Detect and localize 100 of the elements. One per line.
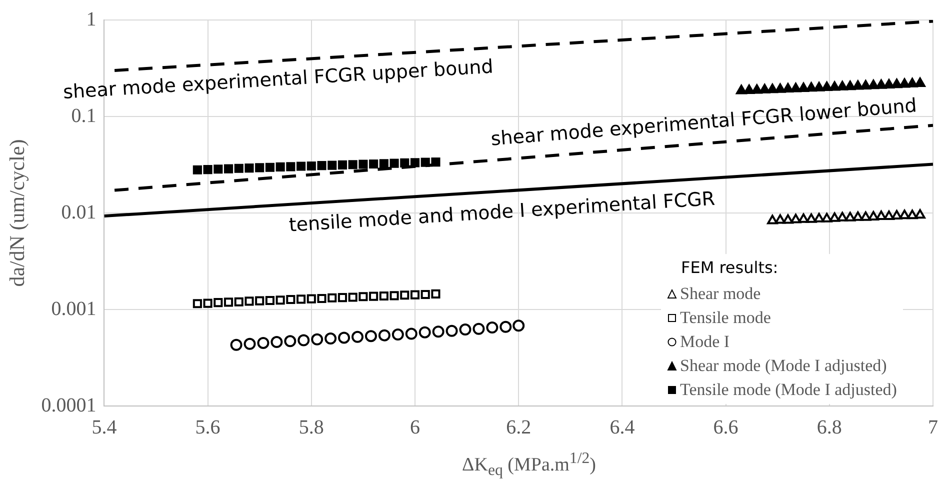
- point: [906, 78, 918, 88]
- point: [752, 84, 762, 94]
- point: [420, 290, 430, 300]
- point: [806, 82, 817, 92]
- x-tick-label: 7: [928, 416, 938, 438]
- point: [392, 328, 404, 341]
- legend-label: Mode I: [680, 331, 730, 353]
- point: [214, 164, 223, 174]
- point: [296, 162, 306, 171]
- legend-label: Tensile mode (Mode I adjusted): [680, 379, 897, 401]
- point: [472, 322, 485, 335]
- point: [844, 80, 856, 90]
- point: [192, 299, 202, 308]
- point: [286, 162, 296, 172]
- y-axis-title: da/dN (um/cycle): [5, 139, 30, 287]
- x-axis-title: ΔK$_{eq}$ (MPa.m$^{1/2}$): [461, 450, 597, 480]
- point: [736, 84, 747, 94]
- point: [432, 326, 444, 338]
- point: [255, 296, 264, 306]
- point: [876, 210, 887, 220]
- point: [257, 336, 270, 349]
- point: [224, 298, 234, 307]
- point: [446, 324, 458, 337]
- x-tick-label: 5.4: [92, 416, 117, 438]
- point: [767, 214, 778, 224]
- x-tick-label: 6.6: [713, 416, 738, 438]
- point: [821, 212, 832, 222]
- point: [906, 210, 918, 220]
- point: [821, 81, 832, 91]
- legend-title: FEM results:: [681, 257, 780, 279]
- point: [328, 160, 337, 170]
- point: [390, 291, 399, 300]
- point: [364, 330, 377, 342]
- point: [782, 82, 794, 92]
- point: [338, 332, 350, 344]
- point: [500, 320, 512, 333]
- point: [224, 164, 234, 174]
- point: [774, 214, 786, 224]
- point: [284, 335, 296, 348]
- point: [410, 290, 420, 300]
- point: [798, 213, 809, 223]
- x-tick-label: 6.4: [610, 416, 635, 438]
- point: [774, 83, 786, 93]
- point: [767, 84, 778, 94]
- point: [234, 297, 244, 306]
- point: [860, 80, 871, 90]
- point: [431, 289, 440, 298]
- point: [899, 210, 910, 220]
- point: [759, 84, 770, 94]
- point: [876, 79, 887, 89]
- point: [486, 322, 498, 334]
- y-tick-label: 1: [86, 8, 96, 30]
- y-tick-label: 0.1: [71, 104, 96, 127]
- x-tick-label: 6.2: [506, 416, 532, 438]
- point: [369, 159, 378, 169]
- point: [814, 82, 824, 92]
- point: [203, 298, 212, 308]
- point: [378, 329, 390, 342]
- point: [790, 214, 802, 224]
- point: [782, 214, 794, 224]
- point: [405, 328, 418, 340]
- point: [270, 336, 283, 348]
- point: [860, 211, 871, 221]
- point: [379, 291, 388, 301]
- point: [379, 159, 388, 168]
- y-tick-label: 0.0001: [41, 394, 96, 416]
- point: [230, 338, 242, 351]
- point: [914, 209, 926, 219]
- point: [358, 292, 368, 302]
- point: [829, 212, 840, 222]
- point: [369, 292, 378, 301]
- point: [390, 158, 399, 168]
- point: [328, 293, 337, 302]
- point: [348, 160, 358, 170]
- series-label: tensile mode and mode I experimental FCGR: [288, 188, 716, 236]
- point: [410, 158, 420, 168]
- point: [298, 334, 310, 346]
- point: [348, 292, 358, 302]
- point: [884, 210, 894, 220]
- point: [265, 296, 274, 306]
- legend-label: Tensile mode: [680, 307, 771, 329]
- point: [512, 320, 525, 332]
- point: [244, 164, 254, 173]
- point: [884, 79, 894, 89]
- point: [837, 80, 848, 90]
- point: [203, 165, 212, 174]
- point: [306, 161, 316, 171]
- point: [244, 338, 256, 350]
- point: [192, 165, 202, 174]
- point: [798, 82, 809, 92]
- point: [286, 294, 296, 304]
- point: [852, 211, 864, 221]
- y-tick-label: 0.01: [61, 201, 96, 224]
- legend-label: Shear mode: [680, 283, 761, 305]
- point: [852, 80, 864, 90]
- point: [868, 210, 879, 220]
- point: [214, 298, 223, 308]
- x-tick-label: 5.6: [195, 416, 220, 438]
- point: [276, 162, 285, 172]
- point: [255, 163, 264, 172]
